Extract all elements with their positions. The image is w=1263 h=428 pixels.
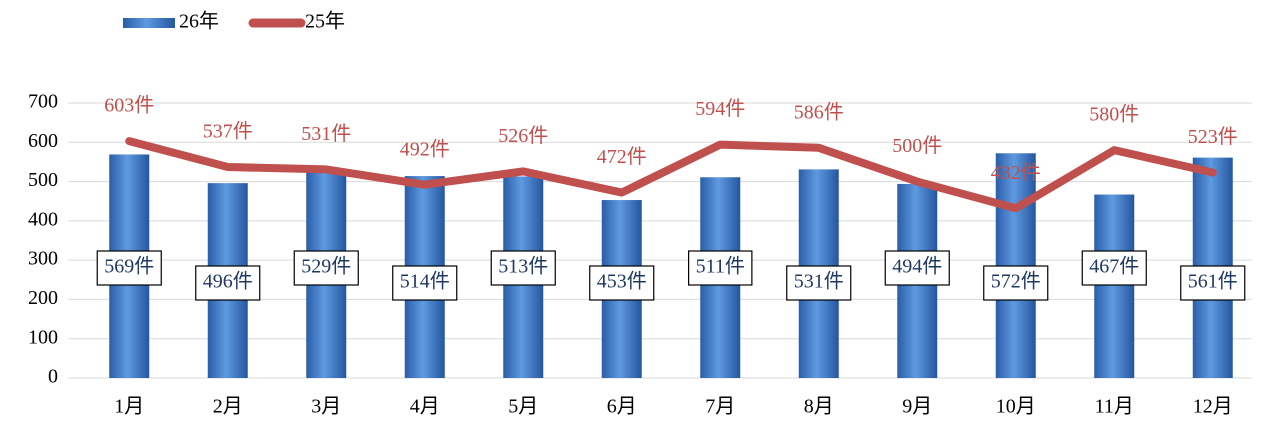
bar-value-label: 514件	[400, 270, 450, 293]
value-label-box	[1180, 265, 1246, 301]
y-tick-label: 100	[28, 326, 58, 348]
x-tick-label: 10月	[996, 396, 1036, 418]
y-tick-label: 700	[28, 91, 58, 113]
line-value-label: 603件	[104, 94, 154, 117]
value-label-box	[786, 265, 852, 301]
y-tick-label: 200	[28, 287, 58, 309]
x-tick-label: 6月	[607, 396, 637, 418]
value-label-box	[589, 265, 655, 301]
legend-label: 26年	[179, 10, 219, 33]
bar-value-label: 561件	[1188, 270, 1238, 293]
y-tick-label: 500	[28, 169, 58, 191]
value-label-box	[490, 250, 556, 286]
x-tick-label: 4月	[410, 396, 440, 418]
x-tick-label: 3月	[311, 396, 341, 418]
x-tick-label: 9月	[902, 396, 932, 418]
line-value-label: 432件	[991, 161, 1041, 184]
x-tick-label: 12月	[1193, 396, 1233, 418]
value-label-box	[688, 250, 753, 286]
x-tick-label: 2月	[213, 396, 243, 418]
bar-value-label: 496件	[203, 270, 253, 293]
legend-swatch	[123, 18, 175, 28]
bar-value-label: 511件	[696, 255, 745, 278]
bar-value-label: 494件	[892, 255, 942, 278]
bar	[1094, 194, 1135, 378]
line-value-label: 580件	[1089, 103, 1139, 126]
line-value-label: 472件	[597, 145, 647, 168]
y-tick-label: 300	[28, 248, 58, 270]
bar-value-label: 453件	[597, 270, 647, 293]
bar-value-label: 513件	[498, 255, 548, 278]
line-value-label: 594件	[695, 97, 745, 120]
legend-label: 25年	[305, 10, 345, 33]
value-label-box	[392, 265, 458, 301]
line-value-label: 586件	[794, 100, 844, 123]
x-tick-label: 1月	[114, 396, 144, 418]
y-tick-label: 0	[48, 366, 58, 388]
value-label-box	[884, 250, 950, 286]
line-value-label: 492件	[400, 137, 450, 160]
value-label-box	[983, 265, 1049, 301]
bar-value-label: 531件	[794, 270, 844, 293]
bar-value-label: 572件	[991, 270, 1041, 293]
x-tick-label: 5月	[508, 396, 538, 418]
line	[125, 137, 1217, 213]
line-value-label: 537件	[203, 120, 253, 143]
line-value-label: 526件	[498, 124, 548, 147]
bar-value-label: 467件	[1089, 255, 1139, 278]
x-tick-label: 8月	[804, 396, 834, 418]
bar-value-label: 529件	[301, 255, 351, 278]
line-value-label: 500件	[892, 134, 942, 157]
value-label-box	[293, 250, 359, 286]
line-value-label: 523件	[1188, 125, 1238, 148]
y-tick-label: 400	[28, 208, 58, 230]
value-label-box	[96, 250, 162, 286]
value-label-box	[195, 265, 261, 301]
x-tick-label: 7月	[705, 396, 735, 418]
line-value-label: 531件	[301, 122, 351, 145]
bar-value-label: 569件	[104, 255, 154, 278]
value-label-box	[1081, 250, 1147, 286]
y-tick-label: 600	[28, 130, 58, 152]
x-tick-label: 11月	[1095, 396, 1134, 418]
